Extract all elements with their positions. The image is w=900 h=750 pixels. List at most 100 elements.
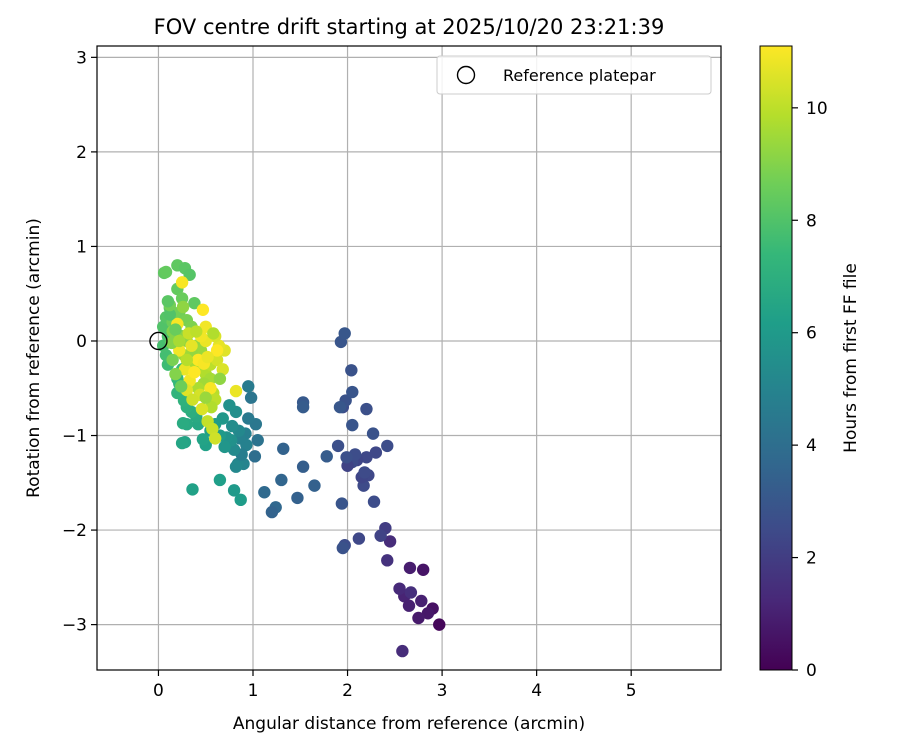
data-point xyxy=(176,300,190,314)
y-tick-label: 2 xyxy=(76,143,87,163)
data-point xyxy=(275,473,288,487)
x-tick-label: 4 xyxy=(531,681,542,701)
data-point xyxy=(176,417,190,430)
y-tick-label: −3 xyxy=(62,616,87,636)
data-point xyxy=(345,364,358,377)
y-tick-label: 1 xyxy=(76,237,87,257)
data-point xyxy=(161,295,175,308)
data-point xyxy=(201,350,214,364)
data-point xyxy=(190,325,203,338)
data-point xyxy=(433,618,446,631)
legend-box xyxy=(436,55,712,95)
data-point xyxy=(352,532,366,545)
data-point xyxy=(186,393,199,406)
y-tick-label: −1 xyxy=(62,427,87,447)
data-point xyxy=(173,334,186,348)
x-tick-label: 0 xyxy=(153,681,164,701)
data-point xyxy=(196,303,210,316)
data-point xyxy=(173,344,186,357)
data-point xyxy=(188,365,201,379)
data-point xyxy=(242,380,255,393)
colorbar-tick-label: 8 xyxy=(806,211,817,231)
data-point xyxy=(185,339,198,352)
data-point xyxy=(358,466,371,479)
colorbar-tick-label: 4 xyxy=(806,436,817,456)
colorbar-tick-label: 2 xyxy=(806,549,817,569)
data-point xyxy=(175,436,189,450)
data-point xyxy=(340,451,353,464)
data-point xyxy=(196,433,210,446)
data-point xyxy=(169,367,182,381)
data-point xyxy=(180,353,194,367)
data-point xyxy=(402,599,416,612)
colorbar-tick-label: 6 xyxy=(806,324,817,344)
data-point xyxy=(336,541,350,555)
chart-title: FOV centre drift starting at 2025/10/20 … xyxy=(154,15,665,39)
data-point xyxy=(265,505,279,519)
data-point xyxy=(383,535,397,548)
data-point xyxy=(213,473,227,487)
data-point xyxy=(338,327,351,340)
data-point xyxy=(229,460,243,473)
data-point xyxy=(346,418,359,432)
x-axis-ticks: 0 1 2 3 4 5 xyxy=(153,670,637,701)
data-point xyxy=(195,402,209,416)
data-point xyxy=(199,391,212,404)
data-point xyxy=(416,563,430,576)
data-point xyxy=(204,382,217,395)
data-point xyxy=(396,644,409,658)
data-point xyxy=(163,308,176,321)
data-point xyxy=(320,450,333,463)
x-tick-label: 2 xyxy=(342,681,353,701)
data-point xyxy=(403,561,417,575)
data-point xyxy=(169,323,182,336)
data-point xyxy=(175,276,189,289)
data-point xyxy=(213,372,227,385)
data-point xyxy=(393,582,406,595)
data-point xyxy=(421,607,435,620)
data-point xyxy=(210,353,224,367)
y-axis-ticks: 3 2 1 0 −1 −2 −3 xyxy=(62,48,97,636)
data-point xyxy=(174,380,188,393)
data-point xyxy=(186,483,199,496)
data-point xyxy=(156,320,170,333)
data-point xyxy=(242,412,255,425)
data-point xyxy=(234,493,247,507)
data-point xyxy=(381,554,394,567)
colorbar-tick-label: 0 xyxy=(806,661,817,681)
y-tick-label: 3 xyxy=(76,48,87,68)
data-point xyxy=(166,353,179,367)
y-tick-label: −2 xyxy=(62,521,87,541)
data-point xyxy=(223,399,236,412)
data-point xyxy=(183,268,196,281)
data-point xyxy=(381,439,394,453)
data-point xyxy=(251,434,264,447)
data-point xyxy=(369,446,383,459)
data-point xyxy=(227,443,241,456)
data-point xyxy=(277,442,290,455)
legend: Reference platepar xyxy=(436,55,712,95)
colorbar-gradient xyxy=(759,45,793,671)
data-point xyxy=(188,296,201,310)
data-point xyxy=(296,460,310,473)
data-point xyxy=(218,440,231,454)
data-point xyxy=(178,363,192,376)
data-point xyxy=(360,402,373,416)
legend-marker-icon xyxy=(456,65,476,85)
data-point xyxy=(207,327,220,340)
data-point xyxy=(415,594,428,608)
data-point xyxy=(206,422,219,436)
data-point xyxy=(331,439,345,453)
data-point xyxy=(229,384,243,398)
data-point xyxy=(226,419,239,433)
data-point xyxy=(374,529,387,542)
colorbar-label: Hours from first FF file xyxy=(841,263,861,453)
scatter-points xyxy=(156,259,446,658)
y-axis-label: Rotation from reference (arcmin) xyxy=(24,218,44,498)
data-point xyxy=(366,427,380,440)
data-point xyxy=(291,491,304,505)
data-point xyxy=(258,486,271,499)
data-point xyxy=(296,400,310,414)
data-point xyxy=(210,344,224,357)
